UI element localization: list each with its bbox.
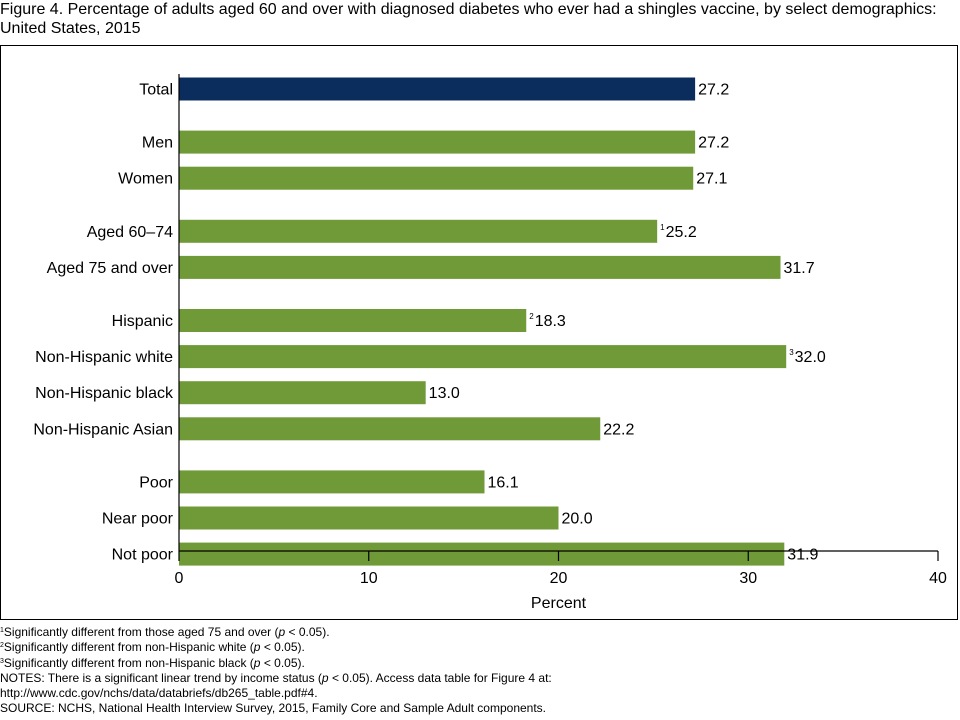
bar-men (179, 130, 696, 154)
source-text: SOURCE: NCHS, National Health Interview … (0, 701, 547, 716)
footnote-marker: 3 (789, 348, 794, 357)
bar-near-poor (179, 506, 559, 530)
x-tick-label: 20 (550, 570, 568, 587)
value-label-non-hispanic-white: 332.0 (789, 348, 826, 366)
footnote-2: 2Significantly different from non-Hispan… (0, 640, 305, 655)
category-label-not-poor: Not poor (112, 547, 174, 564)
notes-text: NOTES: There is a significant linear tre… (0, 670, 552, 685)
value-label-not-poor: 31.9 (787, 547, 818, 564)
bar-total (179, 77, 696, 101)
x-tick-label: 30 (739, 570, 757, 587)
axis-layer: 0 10 20 30 40 Percent (175, 74, 947, 612)
bar-aged-60-74 (179, 219, 658, 243)
category-label-hispanic: Hispanic (112, 313, 173, 330)
figure-title: Figure 4. Percentage of adults aged 60 a… (0, 1, 937, 37)
value-label-non-hispanic-black: 13.0 (429, 385, 460, 402)
x-tick-label: 40 (929, 570, 947, 587)
x-axis-title: Percent (531, 595, 587, 612)
x-tick-label: 10 (360, 570, 378, 587)
bar-non-hispanic-asian (179, 417, 601, 441)
footnote-1: 1Significantly different from those aged… (0, 625, 330, 639)
footnote-marker: 2 (529, 312, 534, 321)
footnotes: 1Significantly different from those aged… (0, 625, 960, 717)
value-label-aged-75-and-over: 31.7 (784, 260, 815, 277)
category-label-men: Men (142, 135, 173, 152)
category-label-aged-75-and-over: Aged 75 and over (47, 260, 174, 277)
value-label-poor: 16.1 (487, 474, 518, 491)
category-label-aged-60-74: Aged 60–74 (87, 224, 173, 241)
data-table-link[interactable]: http://www.cdc.gov/nchs/data/databriefs/… (0, 686, 318, 701)
bar-chart: Total 27.2 Men 27.2 Women 27.1 Aged 60–74 125.2… (33, 74, 947, 612)
value-label-women: 27.1 (696, 171, 727, 188)
bar-aged-75-and-over (179, 255, 781, 279)
labels-layer: Total 27.2 Men 27.2 Women 27.1 Aged 60–74 125.2… (33, 82, 826, 564)
bar-non-hispanic-white (179, 345, 787, 369)
category-label-non-hispanic-black: Non-Hispanic black (35, 385, 174, 402)
bar-poor (179, 470, 485, 494)
bar-women (179, 166, 694, 190)
x-tick-label: 0 (175, 570, 184, 587)
value-label-men: 27.2 (698, 135, 729, 152)
bar-non-hispanic-black (179, 381, 426, 405)
category-label-women: Women (118, 171, 173, 188)
value-label-total: 27.2 (698, 82, 729, 99)
value-label-aged-60-74: 125.2 (660, 223, 697, 241)
category-label-non-hispanic-white: Non-Hispanic white (35, 349, 173, 366)
category-label-poor: Poor (139, 474, 173, 491)
category-label-non-hispanic-asian: Non-Hispanic Asian (33, 421, 173, 438)
value-label-non-hispanic-asian: 22.2 (603, 421, 634, 438)
footnote-3: 3Significantly different from non-Hispan… (0, 655, 305, 670)
bar-hispanic (179, 309, 527, 332)
category-label-total: Total (139, 82, 173, 99)
chart-frame: Total 27.2 Men 27.2 Women 27.1 Aged 60–74 125.2… (0, 45, 958, 620)
value-label-hispanic: 218.3 (529, 312, 566, 330)
footnote-marker: 1 (660, 223, 665, 232)
bar-not-poor (179, 542, 785, 566)
bars-layer (179, 77, 787, 566)
value-label-near-poor: 20.0 (562, 511, 593, 528)
category-label-near-poor: Near poor (102, 511, 174, 528)
